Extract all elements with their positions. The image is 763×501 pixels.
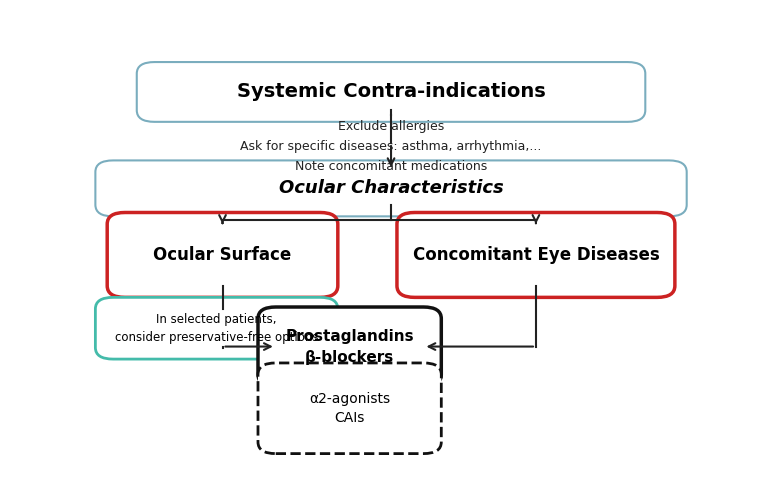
Text: Systemic Contra-indications: Systemic Contra-indications xyxy=(237,83,546,101)
FancyBboxPatch shape xyxy=(95,298,338,359)
Text: In selected patients,
consider preservative-free options: In selected patients, consider preservat… xyxy=(115,313,318,344)
FancyBboxPatch shape xyxy=(258,363,441,453)
FancyBboxPatch shape xyxy=(95,160,687,216)
Text: Concomitant Eye Diseases: Concomitant Eye Diseases xyxy=(413,246,659,264)
FancyBboxPatch shape xyxy=(258,307,441,386)
FancyBboxPatch shape xyxy=(107,212,338,298)
Text: Ocular Characteristics: Ocular Characteristics xyxy=(278,179,504,197)
FancyBboxPatch shape xyxy=(137,62,645,122)
Text: α2-agonists
CAIs: α2-agonists CAIs xyxy=(309,391,390,425)
Text: Ocular Surface: Ocular Surface xyxy=(153,246,291,264)
Text: Prostaglandins
β-blockers: Prostaglandins β-blockers xyxy=(285,329,414,365)
Text: Exclude allergies
Ask for specific diseases: asthma, arrhythmia,...
Note concomi: Exclude allergies Ask for specific disea… xyxy=(240,120,542,173)
FancyBboxPatch shape xyxy=(397,212,675,298)
